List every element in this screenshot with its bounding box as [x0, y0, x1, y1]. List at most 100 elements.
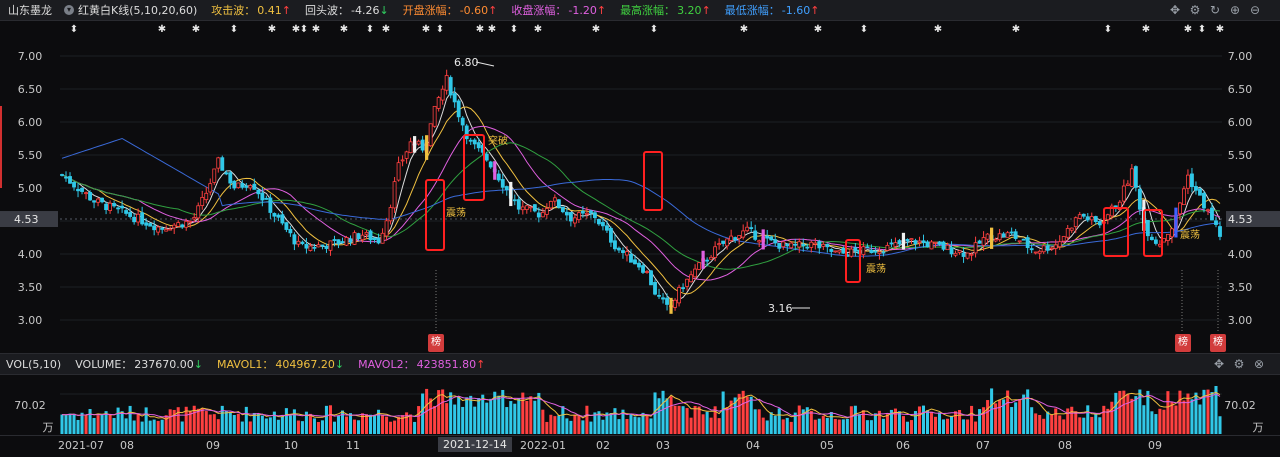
candle-body — [300, 241, 305, 244]
candle-body — [893, 242, 898, 247]
volume-bar — [204, 411, 208, 434]
volume-bar — [216, 419, 220, 434]
zoom-out-icon[interactable]: ⊖ — [1249, 3, 1261, 17]
candle-body — [344, 237, 349, 246]
candle-body — [84, 192, 88, 195]
volume-bar — [829, 411, 833, 434]
candle-body — [917, 240, 922, 243]
indicator-header: 山东墨龙 ▾ 红黄白K线(5,10,20,60) 攻击波： 0.41↑ 回头波： -… — [0, 0, 1280, 21]
volume-bar — [377, 409, 381, 434]
candle-body — [1041, 245, 1046, 253]
candle-body — [973, 242, 978, 254]
volume-bar — [312, 418, 316, 434]
volume-bar — [308, 413, 312, 434]
candle-body — [76, 188, 80, 192]
close-icon[interactable]: ⊗ — [1253, 357, 1265, 371]
candle-body — [292, 234, 297, 245]
candle-body — [769, 236, 774, 241]
candle-body — [452, 93, 457, 103]
event-marker-icon: ✱ — [158, 24, 166, 35]
candle-body — [677, 287, 681, 304]
candle-body — [657, 294, 661, 297]
x-tick-label: 2022-01 — [520, 439, 566, 452]
volume-bar — [200, 408, 204, 434]
volume-chart[interactable]: 70.02 万 70.02 万 — [0, 374, 1280, 435]
volume-bar — [725, 407, 729, 434]
candle-body — [356, 233, 361, 240]
volume-bar — [1134, 396, 1138, 434]
arrow-up-icon: ↑ — [701, 4, 711, 17]
volume-bar — [681, 406, 685, 434]
refresh-icon[interactable]: ↻ — [1209, 3, 1221, 17]
arrow-down-icon: ↓ — [379, 4, 389, 17]
collapse-icon[interactable]: ▾ — [64, 5, 74, 15]
candle-body — [993, 239, 998, 242]
price-tick-label: 6.50 — [18, 83, 43, 96]
volume-bar — [240, 421, 244, 434]
candle-body — [745, 226, 750, 232]
volume-bar — [228, 411, 232, 434]
volume-bar — [1038, 415, 1042, 434]
candle-body — [965, 252, 970, 259]
ranking-tag-badge[interactable]: 榜 — [1210, 334, 1226, 352]
gear-icon[interactable]: ⚙ — [1189, 3, 1201, 17]
indicator-value: -0.60 — [459, 4, 489, 17]
move-icon[interactable]: ✥ — [1169, 3, 1181, 17]
volume-bar — [473, 406, 477, 434]
volume-bar — [1202, 389, 1206, 434]
volume-bar — [477, 398, 481, 434]
candle-body — [556, 199, 561, 208]
ranking-tag-badge[interactable]: 榜 — [428, 334, 444, 352]
volume-bar — [970, 405, 974, 434]
indicator-open-change: 开盘涨幅： -0.60↑ — [403, 2, 498, 18]
zoom-in-icon[interactable]: ⊕ — [1229, 3, 1241, 17]
volume-bar — [717, 418, 721, 434]
candle-body — [536, 212, 541, 218]
ranking-tag-badge[interactable]: 榜 — [1175, 334, 1191, 352]
volume-bar — [72, 413, 76, 434]
volume-bar — [689, 417, 693, 434]
event-marker-icon: ✱ — [1012, 24, 1020, 35]
candle-body — [641, 265, 645, 273]
candle-body — [609, 228, 613, 243]
volume-bar — [557, 415, 561, 434]
candle-body — [841, 247, 846, 254]
indicator-name[interactable]: 红黄白K线(5,10,20,60) — [78, 4, 198, 17]
candle-body — [1153, 239, 1158, 244]
candle-body — [881, 251, 886, 254]
candle-body — [208, 183, 213, 193]
indicator-mavol1: MAVOL1： 404967.20↓ — [217, 356, 344, 372]
candle-body — [80, 187, 84, 192]
volume-bar — [1018, 399, 1022, 434]
move-icon[interactable]: ✥ — [1213, 357, 1225, 371]
gear-icon[interactable]: ⚙ — [1233, 357, 1245, 371]
event-marker-icon: ⬍ — [300, 24, 308, 35]
candle-body — [821, 243, 826, 247]
price-tick-label: 3.00 — [18, 314, 43, 327]
volume-bar — [845, 418, 849, 434]
x-tick-label: 08 — [120, 439, 134, 452]
candle-body — [1001, 233, 1006, 238]
volume-bar — [365, 414, 369, 434]
candle-body — [997, 233, 1002, 241]
volume-bar — [1026, 389, 1030, 434]
volume-title: VOL(5,10) — [6, 357, 62, 371]
candle-body — [580, 210, 585, 214]
volume-header: VOL(5,10) VOLUME： 237670.00↓ MAVOL1： 40496… — [0, 353, 1280, 375]
candle-body — [436, 97, 441, 109]
volume-bar — [344, 416, 349, 434]
candle-body — [284, 222, 289, 230]
volume-bar — [533, 400, 537, 434]
indicator-high-change: 最高涨幅： 3.20↑ — [620, 2, 711, 18]
candle-body — [941, 241, 946, 250]
candle-body — [252, 183, 257, 190]
volume-bar — [385, 416, 389, 434]
volume-bar — [1050, 414, 1054, 434]
event-marker-icon: ✱ — [192, 24, 200, 35]
candle-body — [689, 274, 694, 283]
kline-chart[interactable]: ⬍ ✱ ✱ ⬍ ✱ ✱ ⬍ ✱ ✱ ⬍ ✱ ✱ ⬍ ✱ ✱ ⬍ ✱ ✱ ⬍ ✱ ✱ ⬍ ✱ ✱ ⬍ ✱ ✱ ⬍ ✱ 震荡突破震荡震荡6.… — [0, 20, 1280, 353]
volume-bar — [1158, 408, 1162, 434]
event-marker-icon: ✱ — [340, 24, 348, 35]
indicator-label: 回头波： — [305, 4, 349, 17]
volume-bar — [549, 414, 553, 434]
